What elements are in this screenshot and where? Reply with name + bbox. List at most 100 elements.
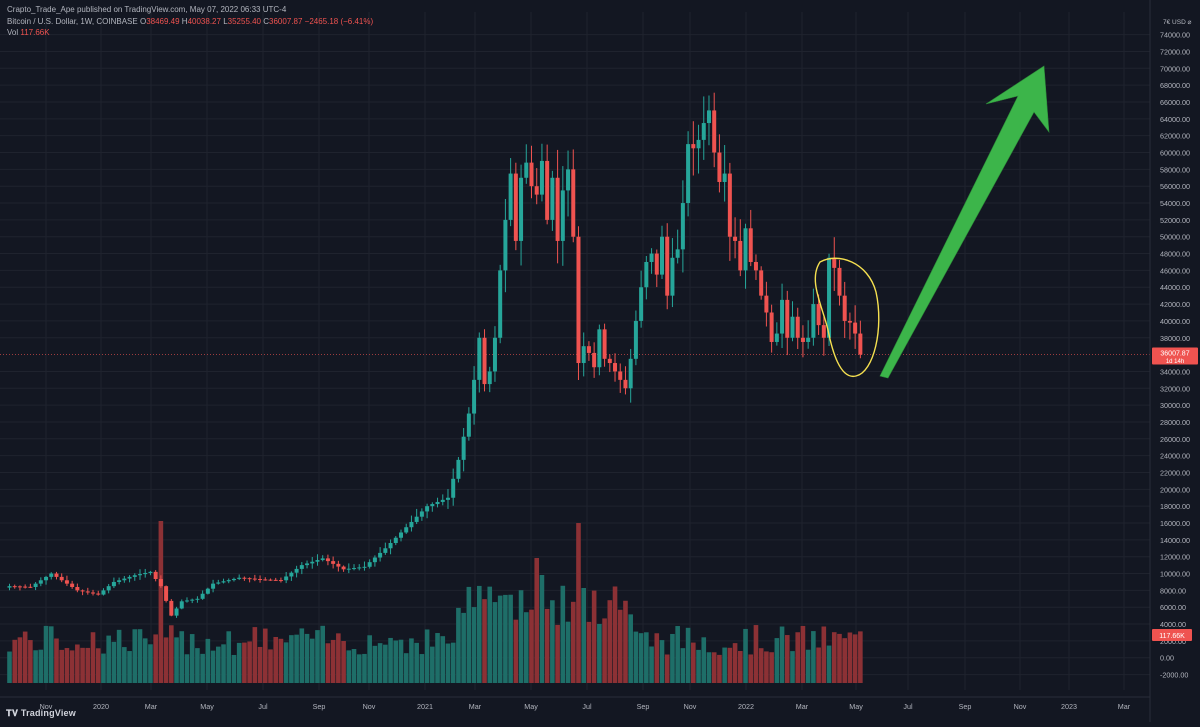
volume-bar [356,654,362,683]
volume-bar [341,640,346,683]
volume-bar [17,637,23,683]
volume-bar [226,631,232,683]
candle-body [205,588,210,594]
y-tick-label: 46000.00 [1160,266,1190,275]
volume-bar [670,633,675,683]
candle-body [138,574,142,576]
axis-corner-label[interactable]: 7€ USD ⌀ [1163,19,1192,26]
candle-body [644,261,649,288]
x-tick-label: Mar [1118,702,1131,711]
candle-body [451,478,456,498]
candle-body [96,593,101,595]
volume-bar [163,637,169,683]
candle-body [75,587,80,591]
candle-body [790,316,795,338]
candle-body [80,590,85,592]
x-tick-label: 2021 [417,702,433,711]
candle-body [85,591,90,593]
volume-bar [831,632,837,683]
candle-body [164,586,169,601]
candle-body [853,322,858,334]
volume-bar [565,621,571,683]
low-value: 35255.40 [227,17,262,26]
candle-body [550,177,555,220]
y-tick-label: 14000.00 [1160,536,1190,545]
candle-body [268,579,273,581]
volume-bar [445,643,451,683]
volume-bar [722,647,727,683]
x-tick-label: Sep [637,702,650,711]
candle-body [571,169,576,237]
volume-bar [299,628,305,683]
candle-body [832,257,837,268]
volume-bar [477,585,482,683]
volume-bar [471,607,477,683]
candle-body [545,160,550,220]
candle-body [837,267,842,296]
candle-body [17,586,22,588]
volume-bar [617,609,623,683]
y-tick-label: 42000.00 [1160,300,1190,309]
candle-body [315,560,320,562]
symbol-info: Bitcoin / U.S. Dollar, 1W, COINBASE O384… [7,17,373,26]
candle-body [597,329,602,368]
candle-body [618,371,623,380]
x-tick-label: Mar [469,702,482,711]
candle-body [216,582,221,584]
volume-bar [638,633,644,683]
y-tick-label: 10000.00 [1160,570,1190,579]
candle-body [148,571,153,573]
price-axis[interactable]: -2000.00 0.00 2000.00 4000.00 6000.00 8000.00… [1149,0,1200,722]
volume-bar [466,586,472,683]
volume-bar [85,647,91,683]
volume-bar [38,649,44,683]
candle-body [399,532,403,538]
candle-body [169,600,174,616]
volume-bar [80,647,85,683]
volume-bar [95,648,101,683]
volume-bar [738,650,743,683]
y-tick-label: 54000.00 [1160,199,1190,208]
candle-body [560,190,565,241]
x-tick-label: Nov [684,702,697,711]
x-tick-label: May [200,702,214,711]
y-tick-label: 64000.00 [1160,115,1190,124]
tradingview-logo[interactable]: 𝐓𝐕 TradingView [6,708,76,719]
y-tick-label: 70000.00 [1160,64,1190,73]
y-tick-label: 28000.00 [1160,418,1190,427]
x-tick-label: Nov [363,702,376,711]
x-tick-label: Jul [582,702,592,711]
volume-bar [701,637,707,683]
candle-body [712,110,717,153]
candle-body [680,203,685,250]
volume-bar [12,639,18,683]
publisher-line: Crapto_Trade_Ape published on TradingVie… [7,5,287,14]
x-tick-label: 2023 [1061,702,1077,711]
candle-body [487,371,492,385]
volume-bar [315,630,320,683]
candle-body [691,144,696,149]
candle-body [263,579,268,581]
candle-body [153,571,158,580]
volume-bar [811,631,816,683]
volume-bar [153,634,158,683]
y-tick-label: 68000.00 [1160,81,1190,90]
volume-bar [576,523,581,683]
x-tick-label: 2020 [93,702,109,711]
candle-body [44,576,49,581]
candle-body [414,516,419,522]
y-tick-label: 52000.00 [1160,216,1190,225]
volume-bar [205,638,211,683]
y-tick-label: 22000.00 [1160,468,1190,477]
candle-body [174,608,179,616]
volume-bar [513,619,519,683]
candle-body [508,173,513,220]
time-axis[interactable]: Nov 2020 Mar May Jul Sep Nov 2021 Mar May Jul Sep No… [0,696,1150,711]
candle-body [195,598,200,600]
candle-body [613,363,618,372]
volume-bar [597,623,602,683]
volume-bar [482,599,487,683]
candle-body [357,567,362,569]
